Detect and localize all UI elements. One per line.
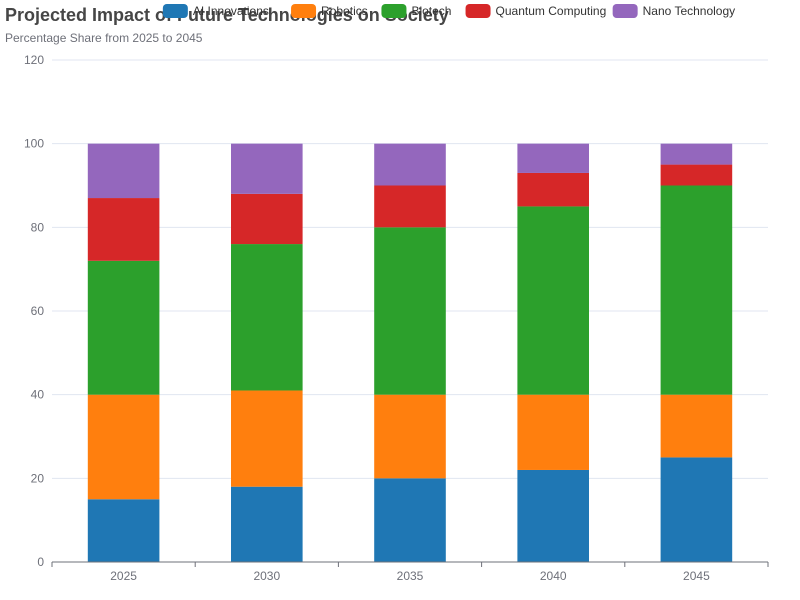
y-tick-label: 120 <box>24 53 44 67</box>
legend-item[interactable]: Robotics <box>291 4 368 18</box>
bar-segment[interactable] <box>517 206 589 395</box>
title-block: Projected Impact of Future Technologies … <box>5 5 449 45</box>
bar-segment[interactable] <box>374 394 446 479</box>
bar-segment[interactable] <box>660 394 733 458</box>
bar-segment[interactable] <box>660 457 733 562</box>
legend-swatch <box>162 4 188 18</box>
bar-segment[interactable] <box>660 143 733 165</box>
bars <box>87 143 733 562</box>
y-tick-label: 40 <box>31 388 45 402</box>
legend-item[interactable]: Nano Technology <box>612 4 736 18</box>
legend-label: Nano Technology <box>643 4 736 18</box>
x-tick-label: 2035 <box>397 569 424 583</box>
bar-segment[interactable] <box>231 390 303 487</box>
legend-swatch <box>465 4 491 18</box>
legend-label: Robotics <box>321 4 368 18</box>
bar-segment[interactable] <box>660 185 733 395</box>
legend-swatch <box>381 4 407 18</box>
y-tick-label: 100 <box>24 137 44 151</box>
bar-segment[interactable] <box>374 185 446 228</box>
bar-segment[interactable] <box>374 478 446 562</box>
legend-label: Quantum Computing <box>496 4 607 18</box>
legend-item[interactable]: AI Innovations <box>162 4 269 18</box>
legend: AI Innovations Robotics Biotech Quantum Com… <box>162 4 736 18</box>
y-tick-label: 0 <box>37 555 44 569</box>
bar-segment[interactable] <box>660 164 733 186</box>
bar-segment[interactable] <box>231 193 303 245</box>
bar-segment[interactable] <box>517 394 589 470</box>
bar-segment[interactable] <box>517 469 589 562</box>
bar-segment[interactable] <box>374 143 446 186</box>
bar-segment[interactable] <box>231 143 303 194</box>
bar-segment[interactable] <box>87 394 160 500</box>
bar-segment[interactable] <box>374 227 446 395</box>
bar-segment[interactable] <box>231 486 303 562</box>
legend-item[interactable]: Quantum Computing <box>465 4 607 18</box>
bar-segment[interactable] <box>87 499 160 562</box>
bar-segment[interactable] <box>87 143 160 199</box>
bar-segment[interactable] <box>517 143 589 173</box>
chart-subtitle: Percentage Share from 2025 to 2045 <box>5 31 203 45</box>
x-tick-label: 2030 <box>253 569 280 583</box>
y-tick-label: 20 <box>31 471 45 485</box>
chart-title: Projected Impact of Future Technologies … <box>5 5 449 25</box>
legend-swatch <box>612 4 638 18</box>
legend-swatch <box>291 4 317 18</box>
y-tick-label: 60 <box>31 304 45 318</box>
bar-segment[interactable] <box>231 244 303 391</box>
legend-label: Biotech <box>411 4 451 18</box>
x-tick-label: 2025 <box>110 569 137 583</box>
legend-item[interactable]: Biotech <box>381 4 451 18</box>
legend-label: AI Innovations <box>193 4 269 18</box>
bar-segment[interactable] <box>87 198 160 261</box>
x-tick-label: 2045 <box>683 569 710 583</box>
y-tick-label: 80 <box>31 220 45 234</box>
bar-segment[interactable] <box>517 172 589 207</box>
bar-segment[interactable] <box>87 260 160 395</box>
x-tick-label: 2040 <box>540 569 567 583</box>
